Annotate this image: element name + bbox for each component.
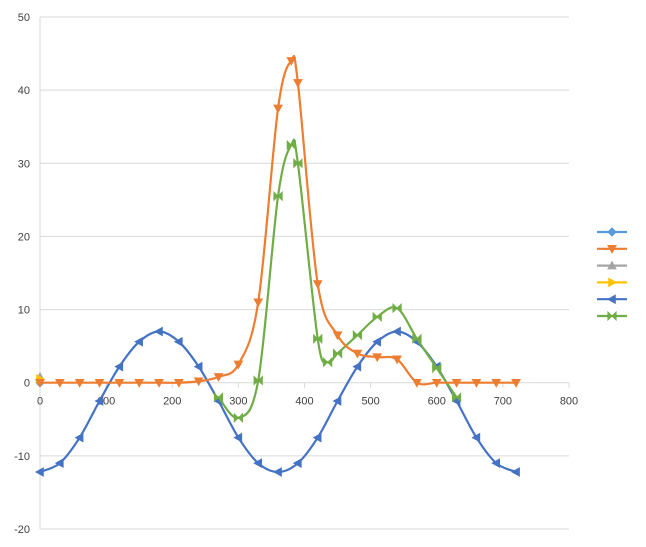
x-tick-label: 0 xyxy=(37,396,43,408)
y-tick-label: 10 xyxy=(18,305,30,317)
series-2-point xyxy=(392,355,402,365)
series-2-point xyxy=(114,378,125,388)
series-5-point xyxy=(34,467,44,477)
series-2-point xyxy=(233,360,244,370)
series-6-point xyxy=(392,302,402,314)
series-5-point xyxy=(392,326,401,337)
series-2-point xyxy=(471,378,482,388)
series-2-point xyxy=(491,378,502,388)
series-5-point xyxy=(193,361,203,372)
series-5-point xyxy=(511,467,520,477)
series-6-point xyxy=(332,348,343,359)
x-tick-label: 700 xyxy=(494,396,512,408)
series-5-point xyxy=(114,361,124,372)
y-tick-label: 30 xyxy=(18,158,30,170)
series-5-point xyxy=(173,336,183,347)
series-5-point xyxy=(292,458,302,469)
series-6-point xyxy=(372,311,382,323)
series-5-point xyxy=(491,458,501,469)
series-2-point xyxy=(293,79,303,88)
legend-entry-6 xyxy=(597,310,627,322)
series-2-point xyxy=(35,378,45,388)
legend-swatch-marker xyxy=(607,245,617,254)
series-6-line xyxy=(217,138,458,419)
legend-swatch-marker xyxy=(606,294,616,305)
series-5-point xyxy=(332,396,342,406)
plot-area xyxy=(34,55,521,477)
series-2-point xyxy=(94,378,105,388)
series-5-point xyxy=(74,432,84,443)
x-tick-label: 300 xyxy=(229,396,247,408)
x-tick-label: 800 xyxy=(560,396,578,408)
y-tick-label: -20 xyxy=(14,524,30,536)
series-5-point xyxy=(54,458,64,469)
series-2-point xyxy=(173,378,184,388)
legend-entry-1 xyxy=(597,227,627,237)
x-tick-label: 500 xyxy=(361,396,379,408)
series-6-point xyxy=(412,333,422,344)
series-2-point xyxy=(286,57,297,66)
legend-swatch-marker xyxy=(607,227,617,237)
series-6 xyxy=(213,138,462,423)
y-tick-label: 40 xyxy=(18,85,30,97)
legend-swatch-marker xyxy=(607,260,617,270)
series-5-point xyxy=(253,458,262,469)
series-2-point xyxy=(253,298,264,308)
series-2-point xyxy=(451,378,462,388)
series-6-point xyxy=(253,375,263,386)
legend-entry-3 xyxy=(597,260,627,270)
series-5-point xyxy=(273,467,282,477)
series-2-point xyxy=(213,373,224,382)
series-6-point xyxy=(293,158,303,169)
legend-entry-2 xyxy=(597,245,627,254)
series-5-point xyxy=(94,396,104,406)
series-2-point xyxy=(332,331,343,341)
series-2-point xyxy=(74,378,85,388)
y-tick-label: 20 xyxy=(18,231,30,243)
series-2-point xyxy=(193,377,204,387)
y-tick-label: 50 xyxy=(18,12,30,24)
legend-swatch-marker xyxy=(607,310,617,322)
series-2-point xyxy=(352,349,363,359)
series-6-point xyxy=(313,333,323,344)
x-tick-label: 200 xyxy=(163,396,181,408)
series-5-point xyxy=(471,432,481,443)
series-2 xyxy=(35,55,521,388)
legend xyxy=(597,227,627,322)
series-2-point xyxy=(511,378,521,388)
legend-entry-5 xyxy=(597,294,627,305)
x-tick-label: 400 xyxy=(295,396,313,408)
y-tick-label: 0 xyxy=(24,378,30,390)
series-6-point xyxy=(233,412,243,423)
series-2-point xyxy=(431,378,442,388)
series-2-point xyxy=(412,378,422,388)
series-5-point xyxy=(352,361,362,372)
legend-entry-4 xyxy=(597,277,627,288)
series-2-point xyxy=(54,378,65,388)
series-5-point xyxy=(154,326,163,337)
series-5-point xyxy=(312,432,322,443)
series-6-point xyxy=(286,139,296,151)
series-2-point xyxy=(372,353,383,363)
series-6-point xyxy=(273,191,283,202)
series-5-point xyxy=(372,336,382,347)
series-5-point xyxy=(134,336,143,347)
series-2-point xyxy=(312,280,323,289)
series-2-point xyxy=(154,378,164,388)
legend-swatch-marker xyxy=(608,277,618,288)
series-2-point xyxy=(134,378,145,388)
series-6-point xyxy=(451,392,462,403)
series-5-point xyxy=(233,432,243,443)
x-tick-label: 600 xyxy=(428,396,446,408)
series-6-point xyxy=(432,362,442,374)
series-6-point xyxy=(323,357,333,368)
series-2-point xyxy=(273,104,283,114)
series-6-point xyxy=(213,392,224,403)
series-6-point xyxy=(352,330,363,341)
y-tick-label: -10 xyxy=(14,451,30,463)
series-2-line xyxy=(38,55,518,386)
